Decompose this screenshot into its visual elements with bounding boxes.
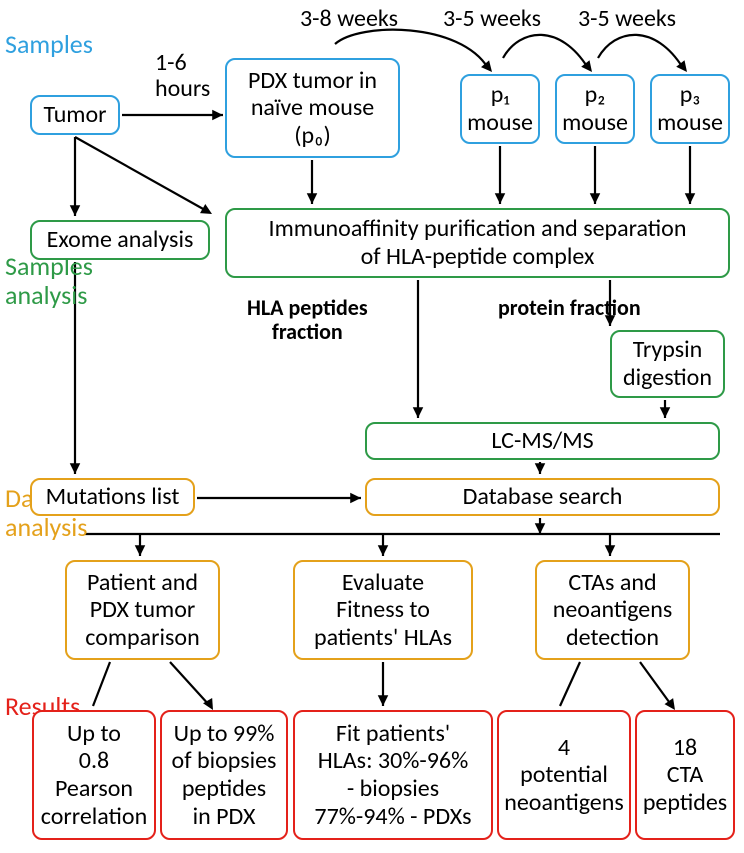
arrowhead-5 — [70, 205, 81, 216]
arrowhead-24 — [378, 695, 389, 706]
arrowhead-7 — [307, 193, 318, 204]
arrowhead-16 — [535, 463, 546, 474]
node-p1: p₁mouse — [460, 74, 540, 144]
edge-label-3: 3-5 weeks — [578, 6, 676, 32]
arrow-3 — [598, 35, 683, 68]
node-p2: p₂mouse — [555, 74, 635, 144]
arrowhead-8 — [495, 193, 506, 204]
node-tumor: Tumor — [30, 95, 120, 135]
arrow-26 — [640, 662, 672, 706]
arrowhead-21 — [605, 545, 616, 556]
node-r_pearson: Up to0.8Pearsoncorrelation — [32, 710, 156, 840]
edge-label-2: 3-5 weeks — [443, 6, 541, 32]
node-r_cta: 18CTApeptides — [635, 710, 735, 840]
arrow-2 — [503, 35, 588, 68]
edge-label-1: 3-8 weeks — [300, 6, 398, 32]
arrowhead-23 — [203, 698, 213, 710]
edge-label-0: 1-6hours — [155, 50, 210, 103]
arrowhead-0 — [212, 110, 223, 121]
arrowhead-20 — [378, 545, 389, 556]
node-trypsin: Trypsindigestion — [610, 330, 725, 398]
arrowhead-12 — [350, 493, 361, 504]
arrow-23 — [170, 662, 210, 706]
arrowhead-17 — [535, 523, 546, 534]
node-r_fit: Fit patients'HLAs: 30%-96%- biopsies77%-… — [293, 710, 493, 840]
node-p3: p₃mouse — [650, 74, 730, 144]
arrowhead-19 — [135, 545, 146, 556]
arrowhead-26 — [665, 698, 675, 710]
node-fitness: EvaluateFitness topatients' HLAs — [293, 560, 473, 660]
fraction-label-0: HLA peptidesfraction — [247, 296, 368, 344]
arrowhead-1 — [481, 60, 492, 72]
node-pdx: PDX tumor innaïve mouse(p₀) — [225, 58, 400, 158]
arrowhead-11 — [70, 463, 81, 474]
arrowhead-10 — [685, 193, 696, 204]
arrowhead-3 — [676, 60, 687, 72]
node-cta: CTAs andneoantigensdetection — [535, 560, 690, 660]
arrow-6 — [75, 137, 205, 210]
side-label-samples-analysis: Samplesanalysis — [5, 252, 93, 309]
arrow-22 — [93, 662, 110, 706]
node-mutlist: Mutations list — [30, 478, 195, 516]
node-lcms: LC-MS/MS — [365, 422, 720, 460]
arrowhead-13 — [413, 407, 424, 418]
arrowhead-9 — [590, 193, 601, 204]
node-comp: Patient andPDX tumorcomparison — [65, 560, 220, 660]
node-r_biopsy: Up to 99%of biopsiespeptidesin PDX — [160, 710, 288, 840]
fraction-label-1: protein fraction — [498, 296, 641, 320]
arrow-25 — [560, 662, 580, 706]
arrowhead-15 — [660, 407, 671, 418]
node-dbsearch: Database search — [365, 478, 720, 516]
arrowhead-2 — [581, 60, 592, 72]
side-label-samples: Samples — [5, 30, 93, 59]
node-immuno: Immunoaffinity purification and separati… — [225, 208, 730, 278]
arrowhead-6 — [200, 204, 212, 214]
node-r_neo: 4potentialneoantigens — [497, 710, 631, 840]
node-exome: Exome analysis — [30, 220, 210, 260]
